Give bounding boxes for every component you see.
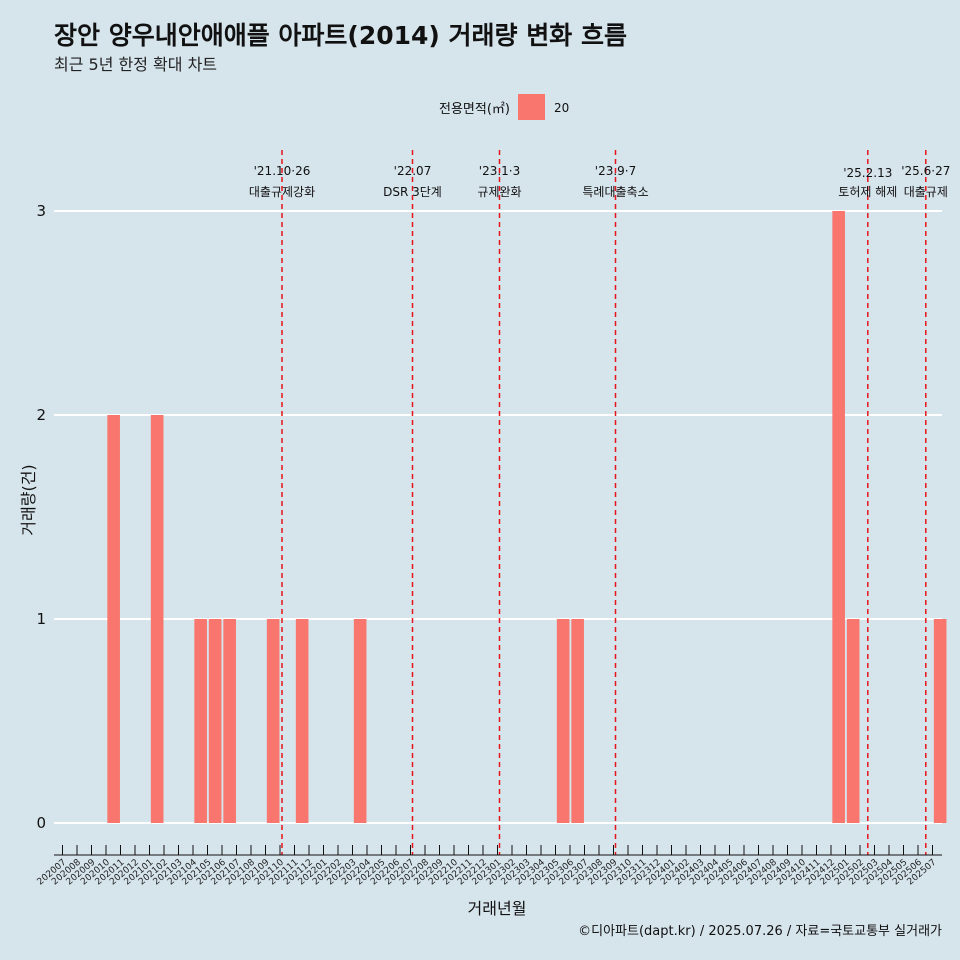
event-date-label: '23.9·7 bbox=[595, 164, 636, 178]
event-date-label: '25.2.13 bbox=[843, 166, 892, 180]
y-tick-labels: 0 1 2 3 bbox=[36, 202, 46, 832]
legend: 전용면적(㎡) 20 bbox=[439, 94, 569, 120]
y-tick-label: 3 bbox=[36, 202, 46, 220]
bar-202111 bbox=[295, 619, 309, 823]
y-tick-label: 0 bbox=[36, 814, 46, 832]
bar-202305 bbox=[556, 619, 570, 823]
legend-swatch bbox=[518, 94, 545, 120]
event-date-label: '22.07 bbox=[394, 164, 432, 178]
bar-202507 bbox=[933, 619, 947, 823]
y-tick-label: 2 bbox=[36, 406, 46, 424]
event-name-label: 규제완화 bbox=[477, 185, 521, 199]
chart-title: 장안 양우내안애애플 아파트(2014) 거래량 변화 흐름 bbox=[54, 21, 627, 50]
bar-202105 bbox=[208, 619, 222, 823]
bar-202412 bbox=[832, 211, 845, 823]
bar-202501 bbox=[846, 619, 860, 823]
bar-202010 bbox=[107, 415, 120, 823]
event-name-label: 대출규제강화 bbox=[249, 185, 315, 199]
bar-202104 bbox=[194, 619, 207, 823]
event-name-label: 대출규제 bbox=[904, 185, 948, 199]
bar-202101 bbox=[150, 415, 164, 823]
event-name-label: 특례대출축소 bbox=[582, 185, 648, 199]
event-date-label: '21.10·26 bbox=[254, 164, 311, 178]
bar-202106 bbox=[223, 619, 236, 823]
event-name-label: 토허제 해제 bbox=[838, 185, 897, 199]
x-axis: 2020072020082020092020102020112020122021… bbox=[36, 845, 942, 887]
y-axis-title: 거래량(건) bbox=[19, 464, 38, 535]
bars bbox=[107, 211, 947, 823]
event-name-label: DSR 3단계 bbox=[383, 185, 442, 199]
event-lines: '21.10·26 대출규제강화 '22.07 DSR 3단계 '23.1·3 규제완화 '… bbox=[249, 150, 950, 855]
bar-202306 bbox=[571, 619, 584, 823]
chart-subtitle: 최근 5년 한정 확대 차트 bbox=[54, 55, 217, 74]
y-gridlines bbox=[54, 210, 942, 824]
source-caption: ©디아파트(dapt.kr) / 2025.07.26 / 자료=국토교통부 실… bbox=[578, 924, 942, 939]
legend-title: 전용면적(㎡) bbox=[439, 102, 510, 117]
bar-202109 bbox=[266, 619, 280, 823]
x-axis-title: 거래년월 bbox=[468, 899, 527, 918]
y-tick-label: 1 bbox=[36, 610, 46, 628]
event-date-label: '25.6·27 bbox=[901, 164, 950, 178]
event-date-label: '23.1·3 bbox=[479, 164, 520, 178]
bar-202203 bbox=[353, 619, 367, 823]
legend-label: 20 bbox=[554, 101, 569, 115]
